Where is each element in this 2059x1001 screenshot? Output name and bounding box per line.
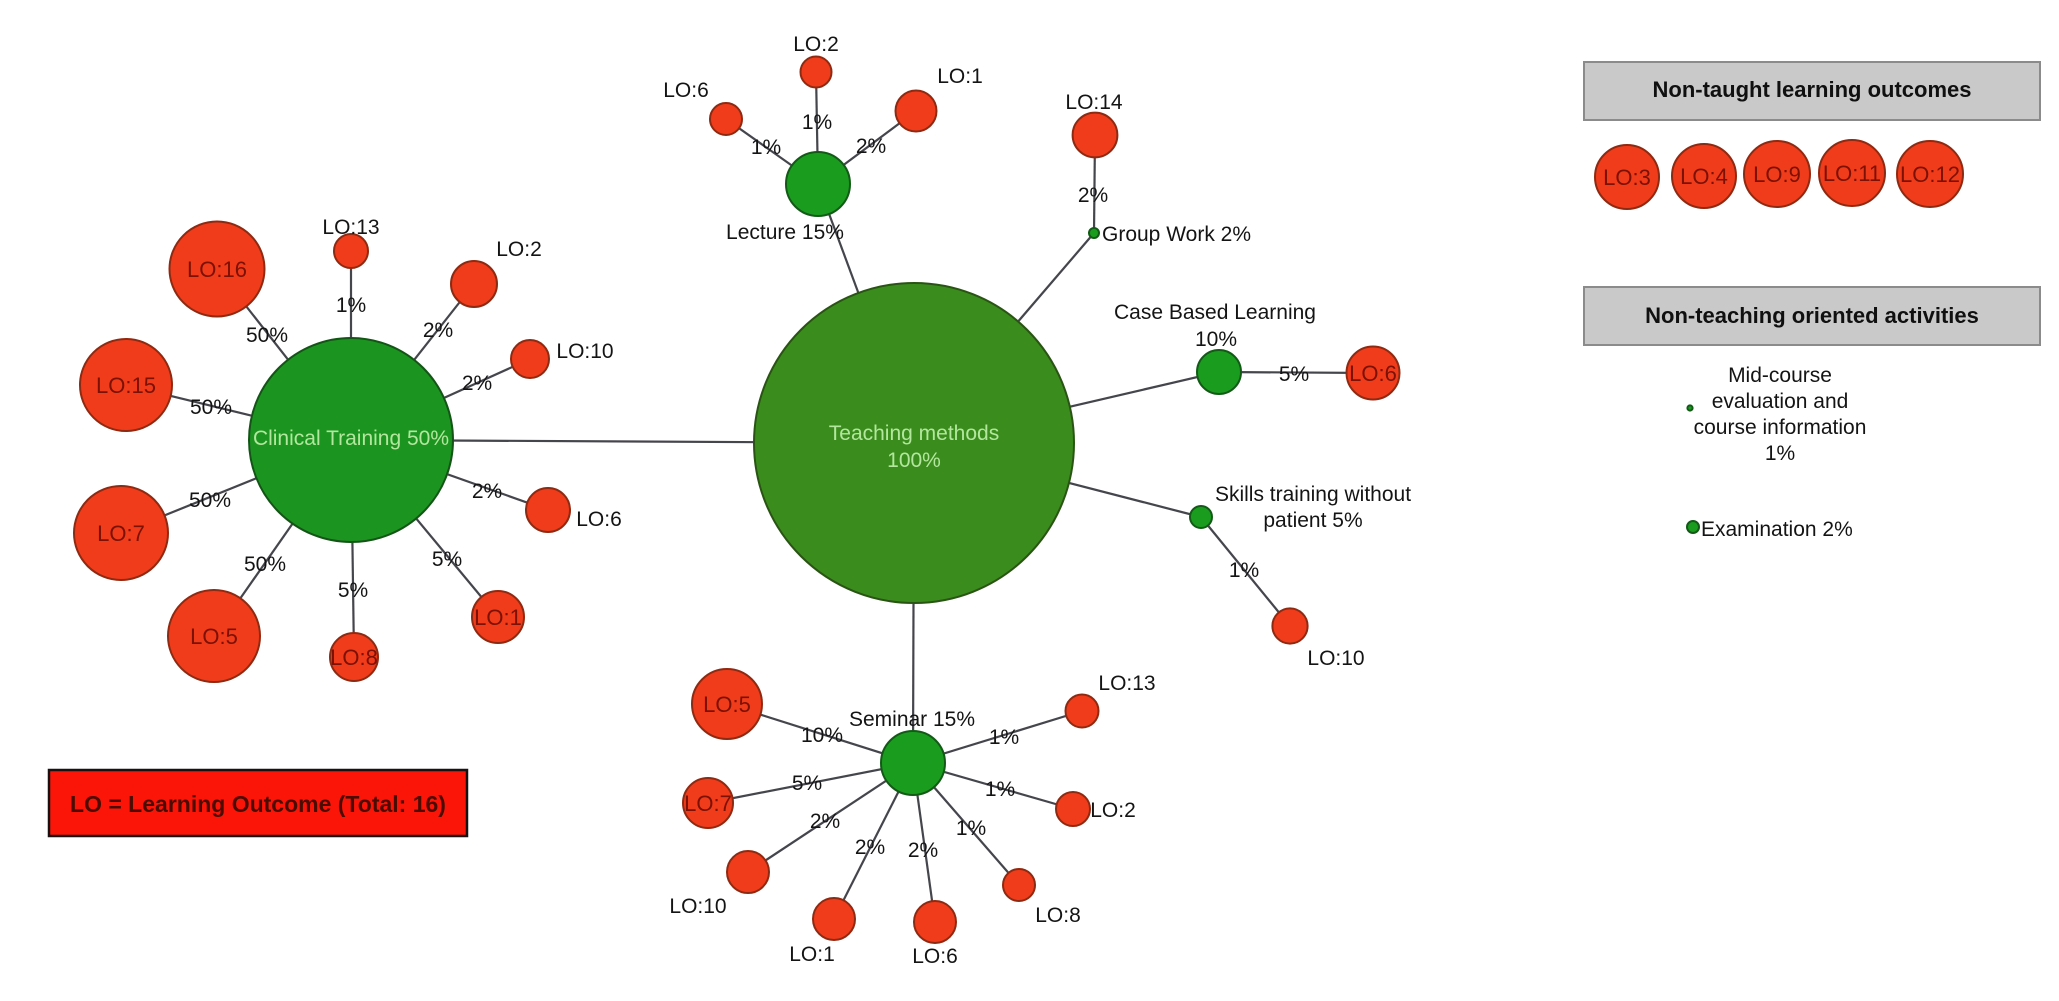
svg-text:LO:2: LO:2 [496, 238, 542, 261]
svg-text:2%: 2% [423, 319, 453, 342]
svg-text:LO:1: LO:1 [789, 943, 835, 966]
svg-text:Clinical Training 50%: Clinical Training 50% [253, 427, 449, 450]
svg-text:Case Based Learning: Case Based Learning [1114, 301, 1316, 324]
svg-text:10%: 10% [801, 724, 843, 747]
svg-text:LO:1: LO:1 [937, 65, 983, 88]
svg-text:Examination 2%: Examination 2% [1701, 518, 1853, 541]
svg-text:LO:4: LO:4 [1680, 164, 1728, 189]
svg-text:Lecture 15%: Lecture 15% [726, 221, 844, 244]
svg-text:Seminar 15%: Seminar 15% [849, 708, 975, 731]
svg-text:1%: 1% [1765, 442, 1795, 465]
svg-text:5%: 5% [1279, 363, 1309, 386]
svg-text:2%: 2% [908, 839, 938, 862]
svg-text:LO:9: LO:9 [1753, 162, 1801, 187]
svg-text:50%: 50% [190, 396, 232, 419]
svg-text:LO:8: LO:8 [1035, 904, 1081, 927]
svg-text:LO:3: LO:3 [1603, 165, 1651, 190]
svg-text:LO:10: LO:10 [1307, 647, 1364, 670]
svg-text:Non-teaching oriented activiti: Non-teaching oriented activities [1645, 303, 1979, 328]
svg-text:LO:13: LO:13 [1098, 672, 1155, 695]
svg-text:patient 5%: patient 5% [1263, 509, 1362, 532]
svg-text:LO:6: LO:6 [576, 508, 622, 531]
svg-text:2%: 2% [1078, 184, 1108, 207]
svg-text:LO:16: LO:16 [187, 257, 247, 282]
svg-text:LO = Learning Outcome (Total:: LO = Learning Outcome (Total: 16) [70, 791, 446, 817]
svg-text:50%: 50% [246, 324, 288, 347]
svg-text:1%: 1% [989, 726, 1019, 749]
svg-text:LO:14: LO:14 [1065, 91, 1123, 114]
svg-text:LO:2: LO:2 [1090, 799, 1136, 822]
svg-text:1%: 1% [751, 136, 781, 159]
svg-text:10%: 10% [1195, 328, 1237, 351]
svg-text:LO:2: LO:2 [793, 33, 839, 56]
svg-text:evaluation and: evaluation and [1712, 390, 1849, 413]
svg-text:5%: 5% [338, 579, 368, 602]
svg-text:LO:7: LO:7 [684, 791, 732, 816]
svg-text:2%: 2% [462, 372, 492, 395]
svg-text:course information: course information [1694, 416, 1867, 439]
svg-text:2%: 2% [472, 480, 502, 503]
svg-text:Mid-course: Mid-course [1728, 364, 1832, 387]
svg-text:Non-taught learning outcomes: Non-taught learning outcomes [1653, 77, 1972, 102]
svg-text:1%: 1% [985, 778, 1015, 801]
svg-text:LO:5: LO:5 [190, 624, 238, 649]
svg-text:LO:8: LO:8 [330, 645, 378, 670]
svg-text:LO:10: LO:10 [669, 895, 726, 918]
svg-text:1%: 1% [802, 111, 832, 134]
svg-text:2%: 2% [810, 810, 840, 833]
svg-text:Teaching methods: Teaching methods [829, 422, 999, 445]
svg-text:LO:6: LO:6 [1349, 361, 1397, 386]
svg-text:LO:6: LO:6 [663, 79, 709, 102]
svg-text:LO:13: LO:13 [322, 216, 379, 239]
svg-text:LO:12: LO:12 [1900, 162, 1960, 187]
svg-text:1%: 1% [336, 294, 366, 317]
svg-text:1%: 1% [1229, 559, 1259, 582]
svg-text:1%: 1% [956, 817, 986, 840]
svg-text:LO:1: LO:1 [474, 605, 522, 630]
svg-text:LO:6: LO:6 [912, 945, 958, 968]
svg-text:Group Work 2%: Group Work 2% [1102, 223, 1251, 246]
svg-text:LO:5: LO:5 [703, 692, 751, 717]
svg-text:50%: 50% [244, 553, 286, 576]
svg-text:5%: 5% [432, 548, 462, 571]
svg-text:100%: 100% [887, 449, 941, 472]
svg-text:LO:10: LO:10 [556, 340, 613, 363]
svg-text:5%: 5% [792, 772, 822, 795]
svg-text:LO:11: LO:11 [1823, 161, 1881, 186]
svg-text:Skills training without: Skills training without [1215, 483, 1411, 506]
svg-text:LO:7: LO:7 [97, 521, 145, 546]
svg-text:LO:15: LO:15 [96, 373, 156, 398]
svg-text:50%: 50% [189, 489, 231, 512]
svg-text:2%: 2% [855, 836, 885, 859]
svg-text:2%: 2% [856, 135, 886, 158]
